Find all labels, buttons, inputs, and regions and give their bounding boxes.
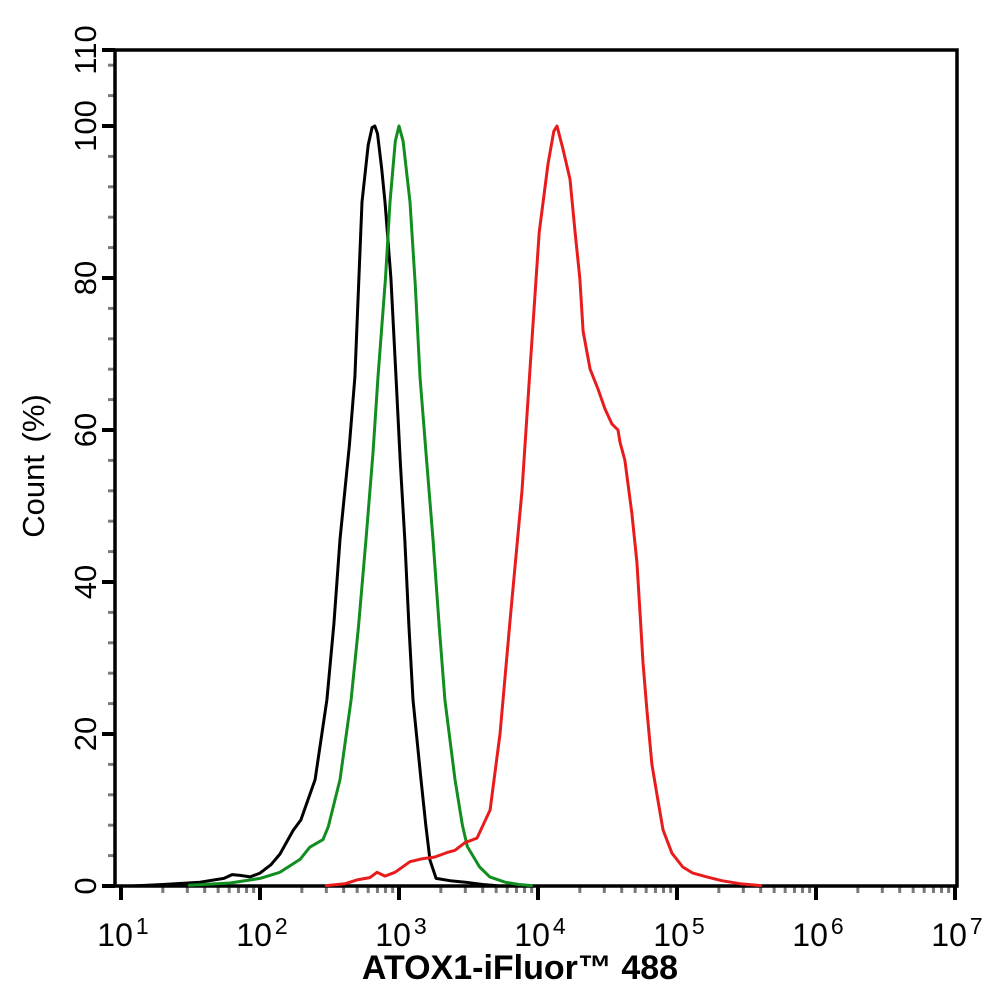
y-tick-label: 40 bbox=[68, 565, 103, 599]
y-tick-label: 80 bbox=[68, 261, 103, 295]
y-tick-label: 100 bbox=[68, 100, 103, 152]
curve-black bbox=[130, 124, 498, 888]
x-tick-label: 10 1 bbox=[97, 913, 148, 953]
y-tick-label: 20 bbox=[68, 717, 103, 751]
plot-frame bbox=[113, 48, 959, 888]
x-tick-label: 10 3 bbox=[375, 913, 426, 953]
y-tick-label: 60 bbox=[68, 413, 103, 447]
y-tick-label: 0 bbox=[68, 877, 103, 894]
y-axis-title: Count (%) bbox=[16, 394, 51, 538]
curve-green bbox=[187, 124, 534, 888]
curve-red bbox=[324, 124, 763, 888]
x-tick-label: 10 4 bbox=[514, 913, 566, 953]
y-tick-label: 110 bbox=[68, 25, 103, 74]
x-tick-label: 10 2 bbox=[236, 913, 287, 953]
x-axis-title: ATOX1-iFluor™ 488 bbox=[361, 949, 679, 987]
x-tick-label: 10 6 bbox=[792, 913, 843, 953]
x-tick-label: 10 7 bbox=[931, 913, 982, 953]
x-tick-label: 10 5 bbox=[653, 913, 704, 953]
